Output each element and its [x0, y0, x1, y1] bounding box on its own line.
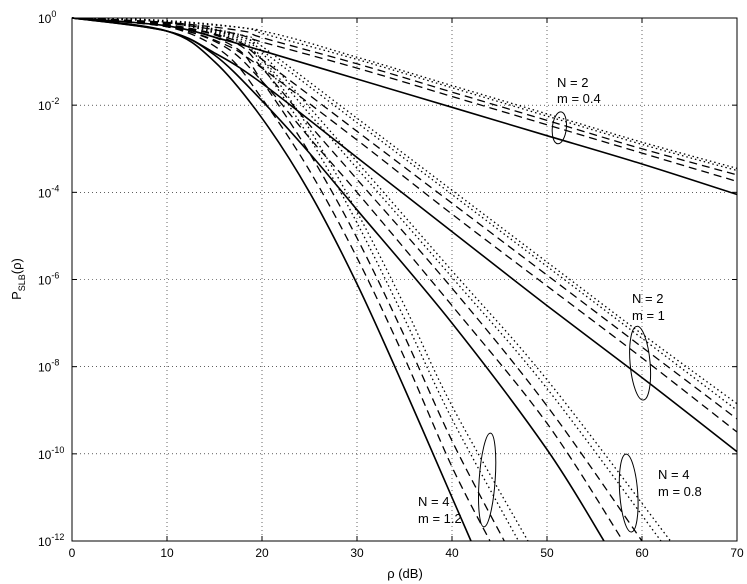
- series-line-N2-m0_4-2: [71, 17, 738, 183]
- series-group: [71, 17, 738, 542]
- y-tick-label: 10-2: [38, 96, 59, 113]
- x-axis-label: ρ (dB): [387, 566, 423, 581]
- annotation-1-line1: N = 2: [557, 75, 588, 90]
- series-line-N4-m1_2-1: [71, 17, 472, 542]
- annotation-2-line1: N = 2: [632, 291, 663, 306]
- y-tick-label-base: 10: [38, 99, 52, 113]
- group-ellipse-3: [618, 453, 639, 533]
- series-line-N4-m1_2-5: [71, 17, 529, 542]
- y-tick-label: 10-10: [38, 445, 64, 462]
- y-tick-label-exponent: -12: [51, 532, 64, 542]
- y-axis-label: PSLB(ρ): [9, 258, 27, 300]
- x-tick-label: 10: [160, 546, 174, 560]
- y-tick-label-exponent: -8: [51, 358, 59, 368]
- series-line-N2-m0_4-1: [71, 17, 738, 196]
- x-tick-label: 50: [540, 546, 554, 560]
- series-line-N4-m0_8-2: [71, 17, 624, 542]
- y-tick-label-exponent: -6: [51, 271, 59, 281]
- y-axis-label-main: P: [9, 291, 24, 300]
- y-tick-label-exponent: -2: [51, 96, 59, 106]
- x-tick-label: 20: [255, 546, 269, 560]
- y-tick-label: 10-12: [38, 532, 64, 549]
- series-line-N2-m0_4-3: [71, 17, 738, 176]
- annotation-1: N = 2 m = 0.4: [557, 75, 601, 106]
- series-line-N4-m0_8-3: [71, 17, 643, 542]
- y-tick-label-exponent: 0: [51, 9, 56, 19]
- y-tick-label: 100: [38, 9, 56, 26]
- group-ellipse-1: [551, 111, 568, 145]
- series-line-N2-m0_4-5: [71, 17, 738, 170]
- group-ellipse-4: [478, 432, 497, 528]
- annotation-1-line2: m = 0.4: [557, 91, 601, 106]
- y-tick-label-exponent: -10: [51, 445, 64, 455]
- annotation-2: N = 2 m = 1: [632, 291, 665, 323]
- series-line-N4-m1_2-3: [71, 17, 505, 542]
- y-tick-label-base: 10: [38, 274, 52, 288]
- y-tick-label-base: 10: [38, 186, 52, 200]
- y-tick-label-base: 10: [38, 448, 52, 462]
- annotation-3-line2: m = 0.8: [658, 484, 702, 499]
- y-tick-label: 10-4: [38, 183, 59, 200]
- annotation-4-line2: m = 1.2: [418, 511, 462, 526]
- series-line-N4-m1_2-4: [71, 17, 520, 542]
- group-ellipse-2: [629, 325, 652, 401]
- annotation-2-line2: m = 1: [632, 308, 665, 323]
- y-tick-label-base: 10: [38, 361, 52, 375]
- x-tick-label: 60: [635, 546, 649, 560]
- series-line-N4-m0_8-1: [71, 17, 605, 542]
- y-tick-label-exponent: -4: [51, 183, 59, 193]
- x-tick-label: 70: [730, 546, 744, 560]
- y-tick-label-base: 10: [38, 12, 52, 26]
- y-axis-label-suffix: (ρ): [9, 258, 24, 274]
- y-tick-label: 10-6: [38, 271, 59, 288]
- ellipses: [478, 111, 652, 533]
- x-tick-label: 40: [445, 546, 459, 560]
- y-axis-label-subscript: SLB: [17, 274, 27, 291]
- x-tick-label: 0: [69, 546, 76, 560]
- grid: [72, 18, 737, 541]
- y-tick-label: 10-8: [38, 358, 59, 375]
- x-tick-label: 30: [350, 546, 364, 560]
- annotation-4-line1: N = 4: [418, 494, 449, 509]
- annotation-3: N = 4 m = 0.8: [658, 467, 702, 499]
- annotation-4: N = 4 m = 1.2: [418, 494, 462, 526]
- series-line-N4-m1_2-2: [71, 17, 491, 542]
- annotation-3-line1: N = 4: [658, 467, 689, 482]
- ticks: 0 10 20 30 40 50 60 7010010-210-410-610-810-101…: [38, 9, 744, 560]
- y-tick-label-base: 10: [38, 535, 52, 549]
